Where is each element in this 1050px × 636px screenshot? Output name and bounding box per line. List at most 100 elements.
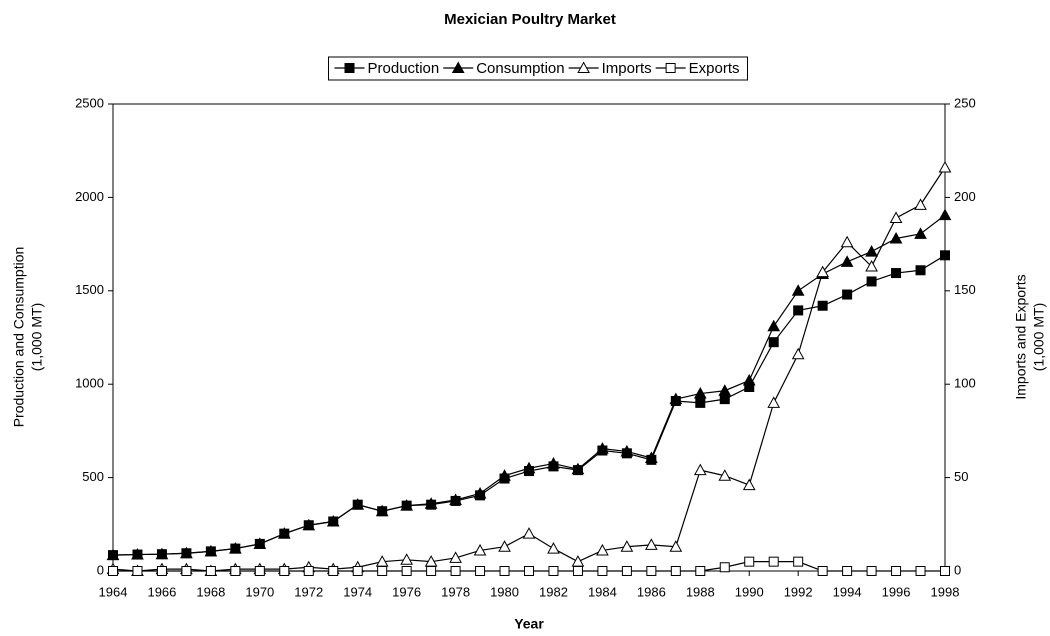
marker bbox=[277, 527, 291, 539]
marker bbox=[375, 504, 389, 517]
marker bbox=[646, 566, 657, 576]
marker bbox=[915, 566, 926, 576]
marker bbox=[620, 540, 634, 552]
marker bbox=[326, 514, 340, 527]
marker bbox=[891, 566, 902, 576]
marker bbox=[817, 566, 828, 576]
x-tick-label: 1968 bbox=[196, 584, 225, 599]
marker bbox=[889, 231, 903, 244]
legend-item: Production bbox=[334, 60, 439, 77]
x-tick-label: 1988 bbox=[686, 584, 715, 599]
marker bbox=[155, 547, 169, 560]
marker bbox=[253, 537, 267, 549]
marker bbox=[571, 462, 585, 475]
marker bbox=[840, 235, 854, 248]
marker bbox=[793, 305, 804, 316]
y-axis-title: Production and Consumption (1,000 MT) bbox=[11, 247, 45, 428]
y-tick-label: 1000 bbox=[75, 376, 104, 391]
marker bbox=[108, 566, 118, 576]
marker bbox=[940, 566, 950, 576]
marker bbox=[571, 555, 585, 567]
marker bbox=[475, 566, 486, 576]
x-tick-label: 1992 bbox=[784, 584, 813, 599]
marker bbox=[695, 566, 706, 576]
marker bbox=[205, 566, 216, 576]
marker bbox=[914, 198, 927, 210]
x-tick-label: 1990 bbox=[735, 584, 764, 599]
marker bbox=[597, 566, 608, 576]
marker bbox=[865, 259, 878, 272]
marker bbox=[522, 527, 536, 539]
marker bbox=[768, 337, 779, 348]
y2-tick-label: 150 bbox=[954, 282, 976, 297]
marker bbox=[718, 469, 732, 481]
x-tick-label: 1978 bbox=[441, 584, 470, 599]
legend-item: Exports bbox=[655, 60, 739, 77]
y2-tick-label: 50 bbox=[954, 469, 968, 484]
series-line bbox=[112, 167, 946, 572]
x-tick-label: 1966 bbox=[147, 584, 176, 599]
marker bbox=[693, 387, 707, 399]
marker bbox=[498, 540, 511, 552]
x-tick-label: 1982 bbox=[539, 584, 568, 599]
marker bbox=[230, 566, 241, 576]
marker bbox=[621, 566, 632, 576]
marker bbox=[352, 566, 363, 576]
marker bbox=[669, 392, 683, 405]
marker bbox=[693, 463, 707, 476]
x-tick-label: 1994 bbox=[833, 584, 862, 599]
marker bbox=[866, 566, 877, 576]
x-tick-label: 1972 bbox=[294, 584, 323, 599]
series-line bbox=[112, 254, 946, 556]
x-tick-label: 1974 bbox=[343, 584, 372, 599]
y-tick-label: 0 bbox=[97, 562, 104, 577]
y2-tick-label: 250 bbox=[954, 95, 976, 110]
marker bbox=[767, 319, 781, 332]
x-tick-label: 1998 bbox=[931, 584, 960, 599]
marker bbox=[344, 63, 355, 73]
marker bbox=[889, 211, 903, 223]
marker bbox=[426, 566, 437, 576]
marker bbox=[718, 384, 732, 396]
marker bbox=[473, 543, 487, 556]
marker bbox=[547, 457, 560, 469]
marker bbox=[866, 276, 877, 287]
marker bbox=[742, 478, 756, 491]
marker bbox=[742, 373, 756, 386]
marker bbox=[254, 566, 265, 576]
marker bbox=[669, 540, 683, 552]
marker bbox=[620, 444, 634, 457]
marker bbox=[351, 498, 365, 510]
marker bbox=[817, 300, 828, 311]
marker bbox=[204, 544, 218, 557]
y-axis-title-line: (1,000 MT) bbox=[29, 303, 45, 371]
x-tick-label: 1976 bbox=[392, 584, 421, 599]
marker bbox=[645, 538, 658, 550]
marker bbox=[915, 265, 926, 276]
y-tick-label: 2000 bbox=[75, 189, 104, 204]
marker bbox=[302, 518, 316, 531]
marker bbox=[840, 255, 854, 267]
legend-label: Imports bbox=[602, 60, 652, 77]
marker bbox=[596, 543, 609, 556]
marker bbox=[938, 160, 952, 173]
marker bbox=[449, 551, 462, 563]
marker bbox=[400, 499, 413, 511]
marker bbox=[842, 289, 853, 300]
x-tick-label: 1964 bbox=[99, 584, 128, 599]
marker bbox=[498, 469, 511, 481]
marker bbox=[156, 566, 167, 576]
marker bbox=[572, 566, 583, 576]
legend-label: Consumption bbox=[476, 60, 564, 77]
marker bbox=[547, 542, 560, 554]
marker bbox=[577, 61, 590, 73]
marker bbox=[744, 556, 755, 567]
x-axis-title: Year bbox=[514, 616, 544, 632]
y2-tick-label: 200 bbox=[954, 189, 976, 204]
x-tick-label: 1984 bbox=[588, 584, 617, 599]
marker bbox=[793, 556, 804, 567]
y2-axis-title-line: Imports and Exports bbox=[1013, 274, 1029, 399]
marker bbox=[940, 250, 950, 261]
y-tick-label: 500 bbox=[82, 469, 104, 484]
